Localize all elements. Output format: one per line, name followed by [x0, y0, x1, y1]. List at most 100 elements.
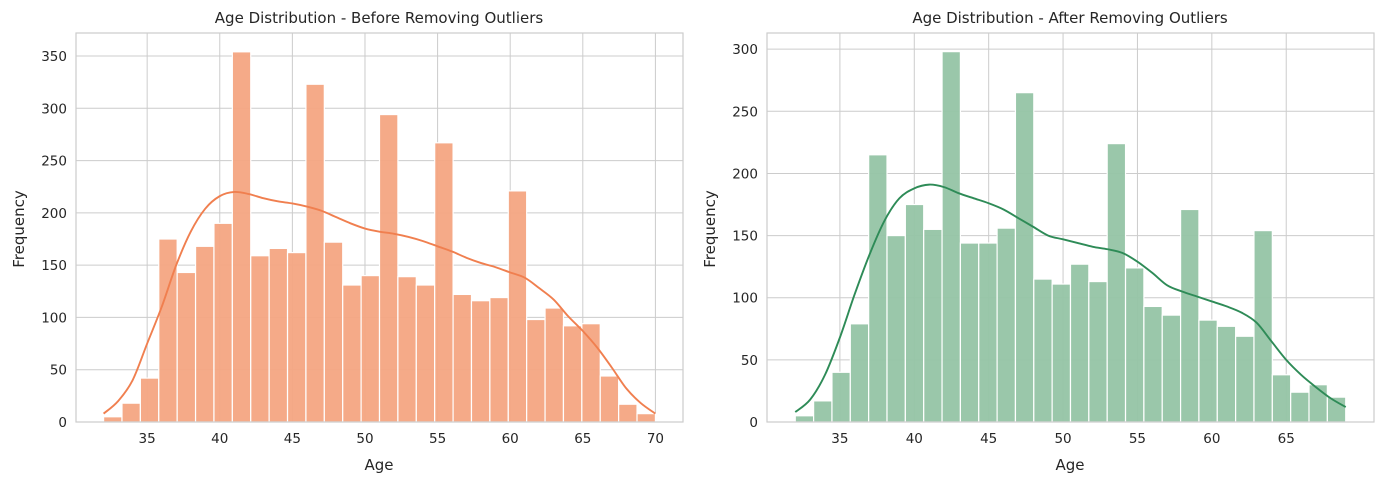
histogram-bar — [1088, 280, 1108, 423]
histogram-bar — [1271, 374, 1292, 423]
histogram-bar — [562, 325, 583, 423]
x-tick-label: 35 — [139, 431, 156, 447]
y-tick-label: 100 — [732, 291, 758, 307]
histogram-bar — [452, 293, 473, 423]
histogram-bar — [599, 375, 620, 423]
histogram-bar — [1308, 384, 1328, 423]
chart-before-outliers: Age Distribution - Before Removing Outli… — [10, 9, 684, 474]
histogram-bar — [923, 228, 943, 423]
y-tick-label: 150 — [732, 229, 758, 245]
histogram-bar — [250, 255, 270, 423]
y-tick-label: 200 — [732, 166, 758, 182]
histogram-bar — [904, 203, 925, 423]
histogram-bar — [231, 51, 252, 423]
chart-title: Age Distribution - After Removing Outlie… — [912, 9, 1228, 27]
histogram-bar — [1051, 283, 1072, 423]
histogram-bar — [636, 413, 657, 423]
histogram-bar — [618, 403, 638, 423]
histogram-bar — [1179, 208, 1200, 423]
x-tick-label: 45 — [980, 431, 997, 447]
histogram-bar — [886, 234, 906, 423]
histogram-bar — [849, 323, 870, 423]
histogram-bar — [1216, 325, 1237, 423]
x-tick-label: 60 — [502, 431, 519, 447]
histogram-bar — [526, 318, 546, 423]
y-tick-label: 150 — [41, 258, 67, 274]
histogram-bar — [978, 242, 998, 423]
y-axis-label: Frequency — [10, 190, 28, 268]
histogram-bar — [286, 251, 307, 423]
histogram-bar — [323, 241, 344, 423]
histogram-bar — [1033, 278, 1053, 423]
histogram-bar — [1235, 335, 1255, 423]
x-tick-label: 65 — [574, 431, 591, 447]
x-tick-label: 55 — [1129, 431, 1146, 447]
kde-curve — [102, 190, 656, 415]
x-tick-label: 60 — [1203, 431, 1220, 447]
histogram-bar — [868, 154, 888, 423]
histogram-bars — [102, 51, 657, 423]
histogram-bar — [1198, 319, 1218, 423]
histogram-bar — [470, 300, 491, 423]
x-tick-label: 35 — [831, 431, 848, 447]
y-tick-label: 50 — [741, 353, 758, 369]
histogram-bar — [139, 377, 160, 423]
histogram-bars — [794, 51, 1347, 423]
y-tick-label: 300 — [41, 101, 67, 117]
y-tick-label: 100 — [41, 310, 67, 326]
histogram-bar — [794, 415, 815, 423]
histogram-bar — [1290, 391, 1310, 423]
chart-title: Age Distribution - Before Removing Outli… — [215, 9, 544, 27]
y-axis-label: Frequency — [701, 190, 719, 268]
histogram-bar — [360, 275, 381, 423]
histogram-bar — [1069, 263, 1090, 423]
histogram-bar — [507, 190, 528, 423]
histogram-bar — [831, 371, 851, 423]
histogram-bar — [434, 142, 454, 423]
histogram-bar — [176, 271, 197, 423]
histogram-bar — [415, 284, 436, 423]
histogram-bar — [941, 51, 962, 423]
y-tick-label: 50 — [50, 363, 67, 379]
histogram-bar — [1143, 305, 1163, 423]
histogram-bar — [581, 323, 601, 423]
x-axis-label: Age — [364, 456, 393, 474]
histogram-bar — [1161, 314, 1182, 423]
y-tick-label: 0 — [749, 415, 758, 431]
y-tick-label: 300 — [732, 42, 758, 58]
histogram-bar — [1124, 267, 1145, 423]
histogram-bar — [996, 227, 1017, 423]
histogram-bar — [378, 113, 399, 423]
histogram-bar — [213, 222, 233, 423]
histogram-bar — [158, 238, 178, 423]
x-axis-label: Age — [1055, 456, 1084, 474]
histogram-bar — [1253, 230, 1273, 423]
plot-frame — [766, 32, 1375, 423]
y-tick-label: 250 — [732, 104, 758, 120]
plot-frame — [75, 32, 684, 423]
histogram-bar — [268, 247, 289, 423]
x-tick-label: 40 — [906, 431, 923, 447]
y-tick-label: 0 — [58, 415, 67, 431]
histogram-bar — [1106, 143, 1127, 423]
x-tick-label: 50 — [1054, 431, 1071, 447]
x-tick-label: 55 — [429, 431, 446, 447]
y-tick-label: 350 — [41, 49, 67, 65]
x-tick-label: 45 — [284, 431, 301, 447]
x-tick-label: 65 — [1278, 431, 1295, 447]
chart-after-outliers: Age Distribution - After Removing Outlie… — [701, 9, 1375, 474]
histogram-bar — [959, 242, 980, 423]
x-tick-label: 50 — [356, 431, 373, 447]
histogram-bar — [544, 307, 565, 423]
histogram-bar — [489, 296, 509, 423]
histogram-bar — [397, 276, 417, 423]
histogram-bar — [102, 416, 123, 423]
histogram-bar — [813, 400, 833, 423]
histogram-bar — [1014, 92, 1035, 423]
histogram-bar — [121, 402, 141, 423]
kde-curve — [794, 183, 1347, 413]
histogram-bar — [305, 83, 325, 423]
histogram-bar — [342, 284, 362, 423]
histogram-bar — [194, 245, 215, 423]
